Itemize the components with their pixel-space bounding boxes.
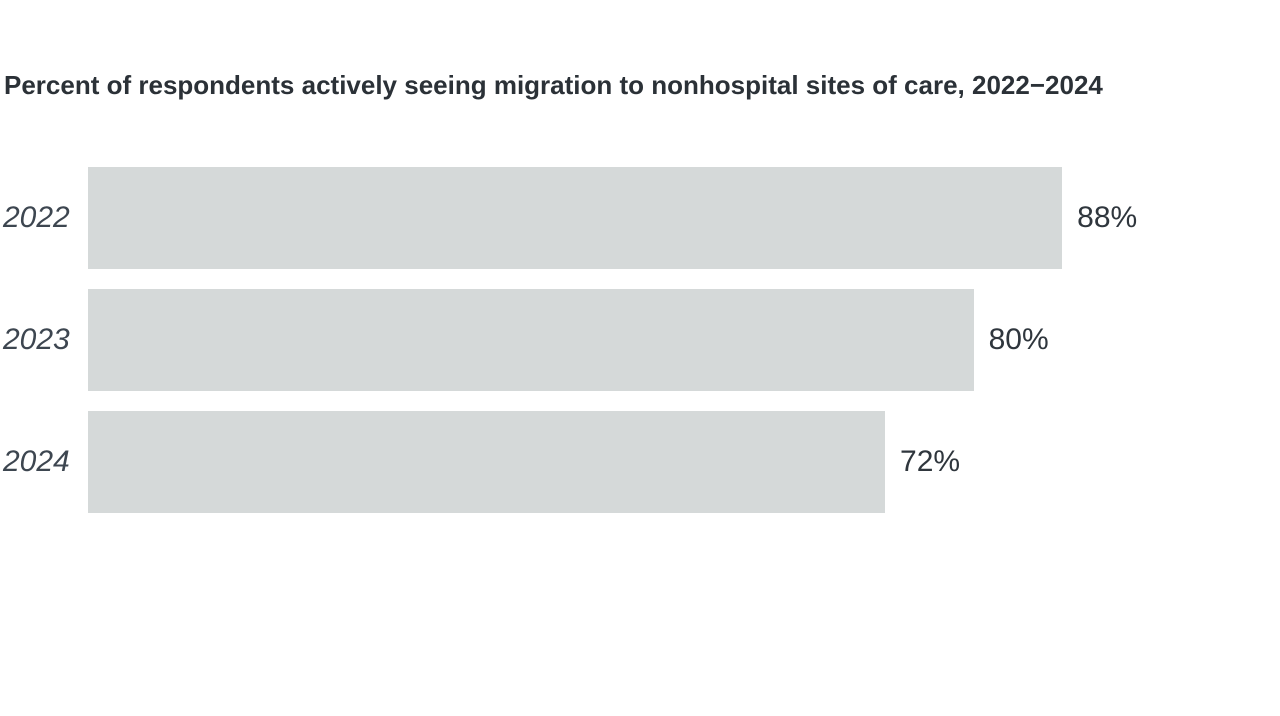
bar-row-2023: 2023 80% bbox=[0, 289, 1280, 391]
plot-area-row-3: 72% bbox=[88, 411, 1195, 513]
bar-row-2024: 2024 72% bbox=[0, 411, 1280, 513]
category-label-2024: 2024 bbox=[3, 445, 70, 478]
bar-2023 bbox=[88, 289, 974, 391]
plot-area-row-2: 80% bbox=[88, 289, 1195, 391]
bar-2024 bbox=[88, 411, 886, 513]
value-label-2023: 80% bbox=[988, 323, 1049, 356]
value-label-2024: 72% bbox=[900, 445, 961, 478]
plot-area-row-1: 88% bbox=[88, 167, 1195, 269]
chart-title: Percent of respondents actively seeing m… bbox=[4, 70, 1103, 100]
category-label-2022: 2022 bbox=[3, 201, 70, 234]
bar-2022 bbox=[88, 167, 1063, 269]
bar-chart: 2022 88% 2023 80% 2024 72% bbox=[0, 167, 1280, 513]
category-label-2023: 2023 bbox=[3, 323, 70, 356]
bar-row-2022: 2022 88% bbox=[0, 167, 1280, 269]
value-label-2022: 88% bbox=[1077, 201, 1138, 234]
